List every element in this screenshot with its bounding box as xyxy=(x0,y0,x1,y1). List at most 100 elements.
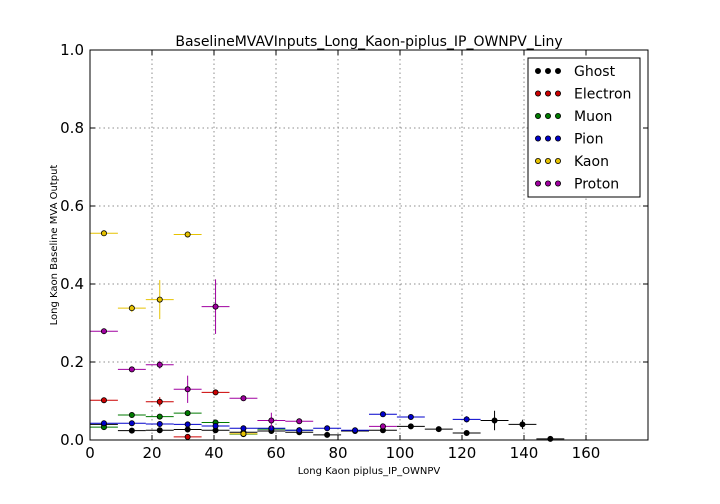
data-point xyxy=(156,421,163,428)
legend-marker xyxy=(545,157,552,164)
legend-marker xyxy=(555,113,562,120)
series-layer xyxy=(90,230,565,442)
legend-marker xyxy=(535,157,542,164)
data-point xyxy=(463,429,470,436)
legend-label: Pion xyxy=(574,132,603,148)
data-point xyxy=(156,296,163,303)
x-tick-label: 140 xyxy=(510,444,539,462)
series-proton xyxy=(90,279,397,430)
data-point xyxy=(379,411,386,418)
legend-marker xyxy=(535,68,542,75)
legend-marker xyxy=(535,90,542,97)
data-point xyxy=(100,420,107,427)
data-point xyxy=(491,417,498,424)
x-tick-label: 100 xyxy=(386,444,415,462)
legend-marker xyxy=(535,180,542,187)
data-point xyxy=(128,427,135,434)
data-point xyxy=(240,425,247,432)
legend-label: Ghost xyxy=(574,64,616,80)
data-point xyxy=(435,426,442,433)
legend-item-pion: Pion xyxy=(535,132,603,148)
legend-frame xyxy=(527,57,641,198)
data-point xyxy=(268,417,275,424)
y-axis-label: Long Kaon Baseline MVA Output xyxy=(49,165,60,326)
x-tick-label: 80 xyxy=(328,444,347,462)
legend-marker xyxy=(545,113,552,120)
x-tick-label: 0 xyxy=(85,444,95,462)
series-electron xyxy=(90,389,230,440)
chart-title: BaselineMVAVInputs_Long_Kaon-piplus_IP_O… xyxy=(175,34,562,50)
y-tick-label: 0.4 xyxy=(60,275,84,293)
legend-marker xyxy=(555,180,562,187)
series-kaon xyxy=(90,230,258,437)
x-tick-label: 120 xyxy=(448,444,477,462)
data-point xyxy=(100,397,107,404)
data-point xyxy=(296,418,303,425)
data-point xyxy=(100,230,107,237)
legend-label: Electron xyxy=(574,87,631,103)
legend-marker xyxy=(535,135,542,142)
legend-item-kaon: Kaon xyxy=(535,154,609,170)
data-point xyxy=(184,386,191,393)
data-point xyxy=(212,389,219,396)
data-point xyxy=(324,425,331,432)
legend-marker xyxy=(555,157,562,164)
data-point xyxy=(352,427,359,434)
data-point xyxy=(212,422,219,429)
data-point xyxy=(184,421,191,428)
legend-marker xyxy=(545,180,552,187)
series-pion xyxy=(90,411,481,434)
data-point xyxy=(184,426,191,433)
data-point xyxy=(128,366,135,373)
data-point xyxy=(547,435,554,442)
data-point xyxy=(128,305,135,312)
legend-item-electron: Electron xyxy=(535,87,631,103)
x-tick-label: 160 xyxy=(572,444,601,462)
data-point xyxy=(156,361,163,368)
legend-label: Proton xyxy=(574,177,619,193)
data-point xyxy=(156,413,163,420)
data-point xyxy=(296,427,303,434)
legend-item-ghost: Ghost xyxy=(535,64,616,80)
data-point xyxy=(184,231,191,238)
data-point xyxy=(324,431,331,438)
legend-item-muon: Muon xyxy=(535,109,612,125)
data-point xyxy=(184,433,191,440)
y-tick-label: 0.2 xyxy=(60,353,84,371)
data-point xyxy=(184,410,191,417)
data-point xyxy=(212,303,219,310)
x-tick-label: 40 xyxy=(204,444,223,462)
data-point xyxy=(240,395,247,402)
y-tick-label: 0.8 xyxy=(60,119,84,137)
data-point xyxy=(407,423,414,430)
legend-label: Kaon xyxy=(574,154,609,170)
y-tick-label: 0.0 xyxy=(60,431,84,449)
y-tick-label: 0.6 xyxy=(60,197,84,215)
data-point xyxy=(100,328,107,335)
plot-frame xyxy=(89,49,649,441)
legend: Ghost Electron Muon Pion Kaon Proton xyxy=(527,57,641,198)
data-point xyxy=(407,413,414,420)
axis-ticks xyxy=(89,49,648,441)
y-tick-labels: 0.0 0.2 0.4 0.6 0.8 1.0 xyxy=(60,41,84,449)
data-point xyxy=(156,427,163,434)
data-point xyxy=(379,423,386,430)
data-point xyxy=(519,421,526,428)
legend-marker xyxy=(545,135,552,142)
data-point xyxy=(240,430,247,437)
legend-marker xyxy=(535,113,542,120)
legend-marker xyxy=(555,135,562,142)
x-tick-label: 20 xyxy=(142,444,161,462)
legend-item-proton: Proton xyxy=(535,177,619,193)
legend-marker xyxy=(555,68,562,75)
data-point xyxy=(463,416,470,423)
x-tick-labels: 0 20 40 60 80 100 120 140 160 xyxy=(85,444,600,462)
x-axis-label: Long Kaon piplus_IP_OWNPV xyxy=(298,466,441,477)
data-point xyxy=(156,398,163,405)
data-point xyxy=(128,412,135,419)
data-point xyxy=(128,420,135,427)
legend-marker xyxy=(545,68,552,75)
x-tick-label: 60 xyxy=(266,444,285,462)
legend-marker xyxy=(555,90,562,97)
